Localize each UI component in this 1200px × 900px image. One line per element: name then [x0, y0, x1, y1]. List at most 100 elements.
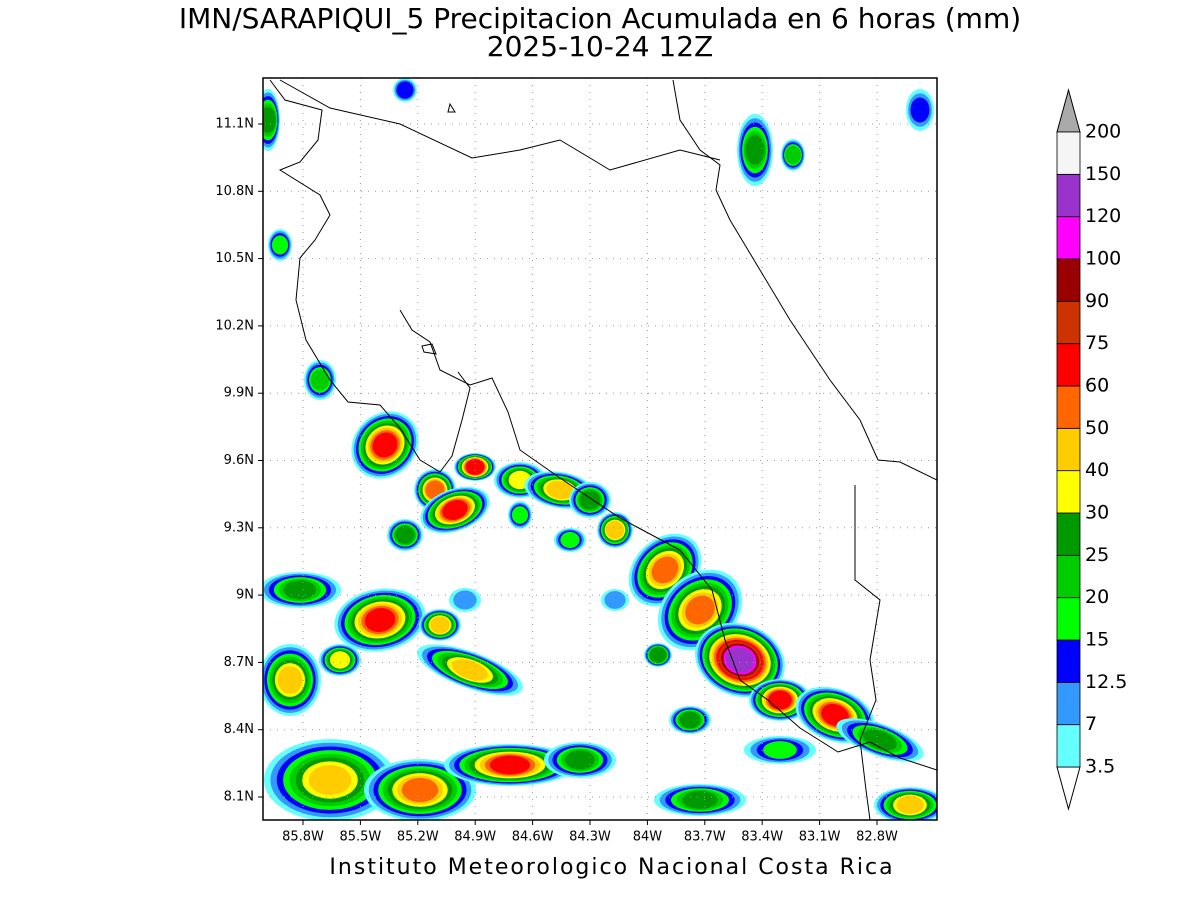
- precip-contour: [511, 506, 529, 524]
- precip-contour: [308, 765, 352, 795]
- coastline: [421, 102, 456, 355]
- colorbar-under: [1056, 766, 1081, 811]
- colorbar-label: 100: [1085, 248, 1121, 270]
- coastline: [399, 309, 937, 771]
- map-subtitle: 2025-10-24 12Z: [487, 30, 713, 63]
- precip-contour: [651, 556, 679, 584]
- colorbar-label: 150: [1085, 163, 1121, 185]
- precip-contour: [430, 616, 450, 634]
- coastlines: [269, 79, 937, 820]
- colorbar-box: [1056, 639, 1081, 683]
- precip-contour: [896, 795, 924, 815]
- precip-contour: [682, 791, 718, 809]
- precip-contour: [605, 520, 625, 540]
- precip-contour: [763, 741, 797, 759]
- colorbar-label: 75: [1085, 332, 1109, 354]
- colorbar-box: [1056, 173, 1081, 218]
- lat-label: 9.3N: [224, 520, 254, 535]
- lon-label: 85.5W: [339, 830, 381, 845]
- colorbar-label: 7: [1085, 713, 1097, 735]
- colorbar-label: 60: [1085, 375, 1109, 397]
- precip-contour: [452, 659, 488, 681]
- footer: Instituto Meteorologico Nacional Costa R…: [329, 855, 894, 880]
- plot-frame: [262, 77, 938, 821]
- precip-contour: [329, 651, 351, 669]
- lat-label: 8.4N: [224, 722, 254, 737]
- colorbar-label: 40: [1085, 459, 1109, 481]
- colorbar-label: 20: [1085, 586, 1109, 608]
- colorbar-label: 3.5: [1085, 756, 1115, 778]
- colorbar-box: [1056, 512, 1081, 556]
- lon-label: 84.6W: [512, 830, 554, 845]
- precip-contour: [649, 647, 667, 663]
- precip-contour: [364, 608, 396, 632]
- colorbar-label: 120: [1085, 205, 1121, 227]
- grid: 11.1N 10.8N 10.5N 10.2N 9.9N 9.6N 9.3N 9N 8.7N 8.…: [215, 78, 937, 845]
- colorbar-box: [1056, 385, 1081, 429]
- colorbar-box: [1056, 681, 1081, 726]
- lon-label: 84W: [633, 830, 663, 845]
- colorbar-label: 90: [1085, 290, 1109, 312]
- colorbar-box: [1056, 258, 1081, 302]
- precip-contour: [863, 729, 897, 751]
- lat-label: 8.7N: [224, 655, 254, 670]
- precip-contour: [310, 369, 330, 391]
- lat-label: 9.9N: [224, 386, 254, 401]
- lat-label: 10.5N: [215, 251, 254, 266]
- colorbar-box: [1056, 554, 1081, 599]
- precip-contour: [768, 690, 792, 710]
- colorbar-label: 15: [1085, 629, 1109, 651]
- precip-contour: [442, 499, 468, 521]
- colorbar-box: [1056, 343, 1081, 387]
- lon-label: 82.8W: [856, 830, 898, 845]
- precip-contour: [401, 777, 439, 803]
- precip-contour: [785, 145, 801, 165]
- lon-label: 83.1W: [799, 830, 841, 845]
- precip-contour: [489, 755, 531, 775]
- lat-label: 9.6N: [224, 453, 254, 468]
- colorbar-label: 30: [1085, 502, 1109, 524]
- lon-label: 84.3W: [569, 830, 611, 845]
- map-title: IMN/SARAPIQUI_5 Precipitacion Acumulada …: [179, 2, 1021, 35]
- lat-label: 10.2N: [215, 318, 254, 333]
- lat-label: 11.1N: [215, 117, 254, 132]
- precip-contour: [283, 580, 317, 600]
- precip-contour: [679, 711, 701, 729]
- precip-contour: [396, 81, 414, 99]
- colorbar-label: 50: [1085, 417, 1109, 439]
- lon-label: 85.8W: [282, 830, 324, 845]
- coastline: [279, 79, 721, 171]
- colorbar-box: [1056, 300, 1081, 345]
- precip-contour: [579, 490, 601, 510]
- precip-contour: [271, 235, 289, 255]
- precip-contour: [560, 531, 580, 549]
- colorbar-label: 25: [1085, 544, 1109, 566]
- precip-contour: [277, 666, 303, 694]
- coastline: [672, 79, 937, 481]
- colorbar-box: [1056, 724, 1081, 768]
- colorbar-box: [1056, 470, 1081, 514]
- lat-label: 8.1N: [224, 790, 254, 805]
- precip-contour: [263, 106, 276, 134]
- precip-contour: [604, 591, 626, 609]
- precip-contour: [685, 595, 715, 625]
- precip-contour: [546, 480, 574, 500]
- colorbar-box: [1056, 597, 1081, 641]
- colorbar-box: [1056, 216, 1081, 260]
- colorbar-label: 200: [1085, 121, 1121, 143]
- colorbar-box: [1056, 427, 1081, 472]
- precip-contour: [465, 459, 485, 475]
- colorbar: 3.5 7 12.5 15 20 25 30 40 50 60 75 90 100 120 150 200: [1056, 88, 1127, 811]
- lat-label: 9N: [236, 588, 254, 603]
- precip-contour: [395, 526, 415, 544]
- precip-contour: [565, 750, 595, 770]
- precip-contour: [910, 97, 930, 123]
- lon-label: 85.2W: [397, 830, 439, 845]
- colorbar-over: [1056, 88, 1081, 133]
- coastline: [269, 79, 471, 473]
- precip-contour: [725, 647, 755, 673]
- precip-contour: [372, 432, 398, 458]
- precip-contour: [453, 590, 477, 610]
- colorbar-label: 12.5: [1085, 671, 1127, 693]
